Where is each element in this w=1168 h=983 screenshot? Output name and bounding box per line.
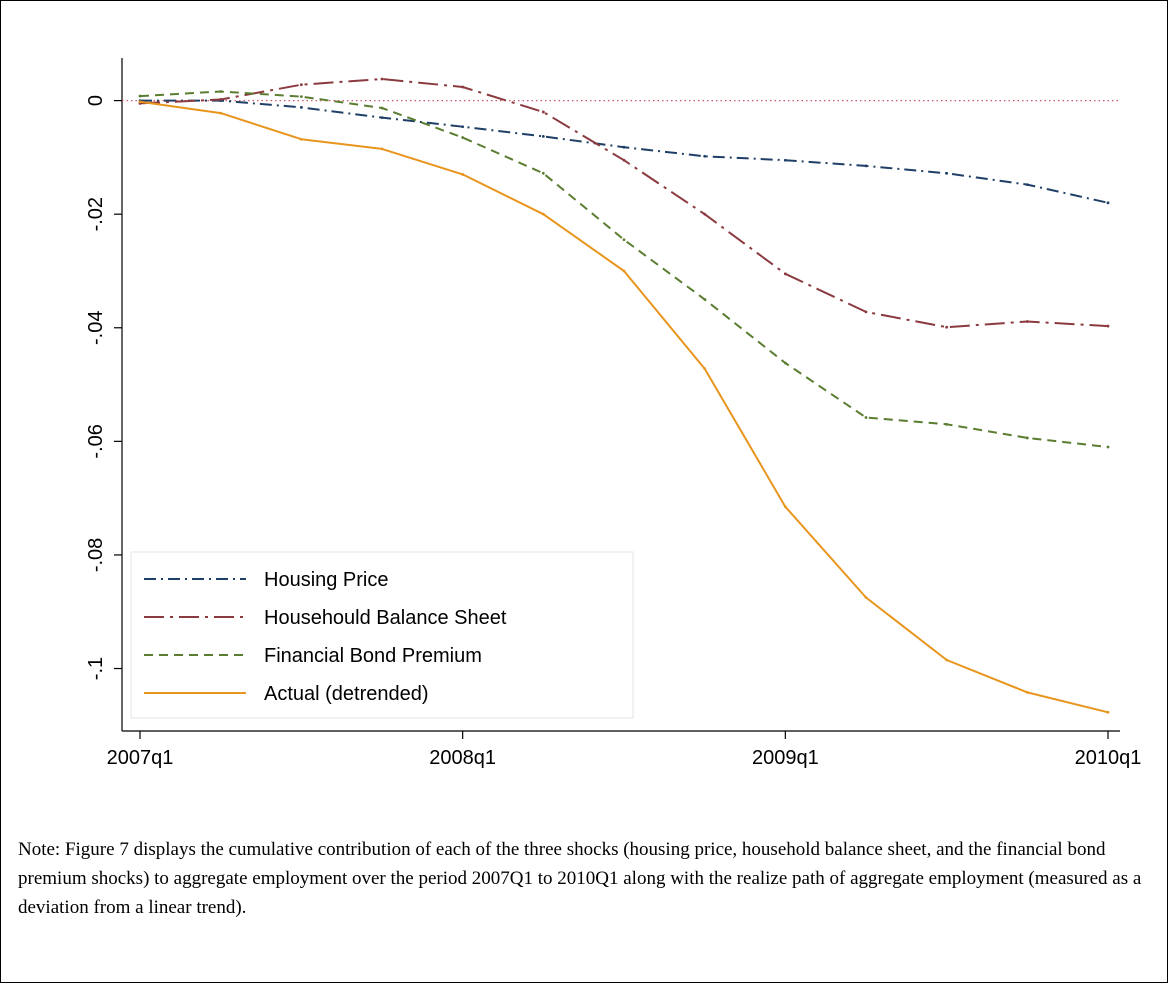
legend-label: Househould Balance Sheet (264, 607, 507, 629)
x-tick-label: 2008q1 (429, 747, 496, 769)
data-point (461, 136, 465, 139)
data-point (703, 297, 707, 301)
data-point (1025, 690, 1029, 694)
data-point (622, 145, 626, 149)
data-point (541, 212, 545, 216)
data-point (864, 596, 868, 599)
data-point (299, 83, 303, 87)
series-line-housing-price (140, 99, 1109, 204)
data-point (138, 100, 142, 104)
legend-box (130, 551, 634, 719)
data-point (783, 505, 787, 509)
data-point (945, 422, 949, 426)
data-point (864, 416, 868, 419)
data-point (703, 154, 707, 158)
data-point (1025, 183, 1029, 187)
series-line-househould-balance-sheet (139, 78, 1109, 329)
data-point (461, 173, 465, 176)
y-tick-label: -.06 (85, 424, 107, 458)
data-point (380, 106, 384, 110)
line-chart: 0-.02-.04-.06-.08-.1 2007q1 2008q1 2009q1 2… (85, 58, 1142, 769)
legend-label: Financial Bond Premium (264, 645, 482, 667)
data-point (622, 269, 626, 273)
data-point (380, 147, 384, 151)
x-axis: 2007q1 2008q1 2009q1 2010q1 (107, 730, 1142, 769)
legend-label: Housing Price (264, 569, 389, 591)
data-point (1106, 201, 1110, 205)
x-tick-label: 2010q1 (1075, 747, 1142, 769)
y-axis: 0 -.02 -.04 -.06 -.08 -.1 (85, 58, 123, 731)
series-line-financial-bond-premium (139, 90, 1109, 448)
data-point (945, 658, 949, 662)
data-point (541, 110, 545, 114)
data-point (380, 77, 384, 81)
data-point (783, 272, 787, 276)
legend-label: Actual (detrended) (264, 683, 429, 705)
x-tick-label: 2009q1 (752, 747, 819, 769)
data-point (1106, 445, 1110, 449)
data-point (945, 325, 949, 329)
data-point (622, 158, 626, 162)
data-point (219, 111, 223, 115)
y-tick-label: -.08 (85, 538, 107, 572)
data-point (219, 90, 223, 93)
data-point (380, 116, 384, 120)
x-tick-label: 2007q1 (107, 747, 174, 769)
data-point (622, 238, 626, 242)
data-point (1106, 324, 1110, 328)
data-point (703, 367, 707, 371)
data-point (299, 137, 303, 141)
figure-note: Note: Figure 7 displays the cumulative c… (18, 839, 1142, 918)
series-layer (138, 77, 1110, 714)
data-point (299, 106, 303, 109)
data-point (864, 310, 868, 314)
y-tick-label: -.02 (85, 197, 107, 231)
data-point (864, 164, 868, 168)
data-point (1106, 710, 1110, 714)
data-point (783, 361, 787, 365)
data-point (299, 95, 303, 99)
data-point (138, 94, 142, 98)
data-point (461, 85, 465, 89)
data-point (945, 171, 949, 175)
data-point (783, 158, 787, 162)
data-point (219, 98, 223, 101)
data-point (703, 212, 707, 216)
data-point (541, 134, 545, 138)
data-point (1025, 320, 1029, 323)
data-point (541, 171, 545, 175)
data-point (1025, 436, 1029, 440)
data-point (461, 125, 465, 129)
y-tick-label: -.04 (85, 311, 107, 345)
legend: Housing Price Househould Balance Sheet Fin… (130, 551, 634, 719)
y-tick-label: -.1 (85, 657, 107, 680)
y-tick-label: 0 (85, 95, 107, 106)
